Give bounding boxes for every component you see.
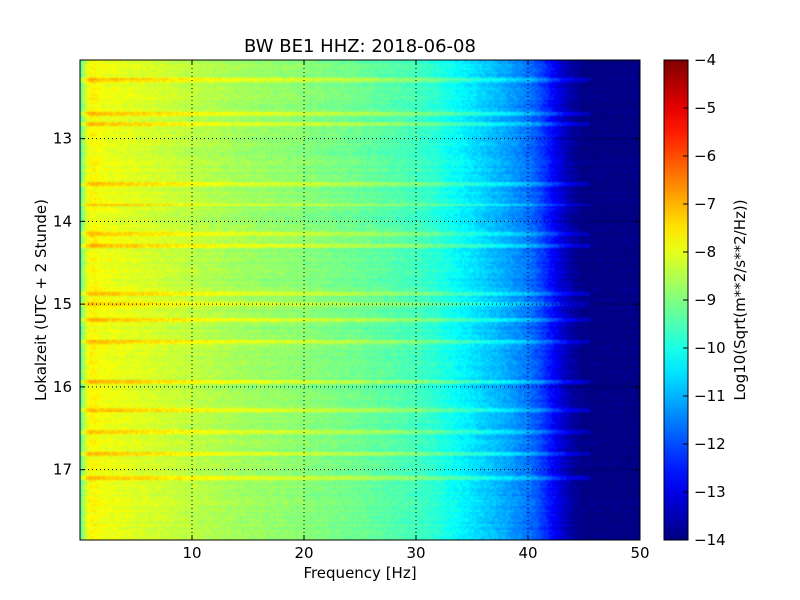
colorbar-tick-label: −10 (694, 339, 726, 357)
x-tick-label: 50 (630, 544, 649, 562)
x-tick-label: 30 (406, 544, 425, 562)
plot-area: 10 20 30 40 50 13 14 15 16 17 (53, 59, 650, 562)
colorbar-tick-label: −6 (694, 147, 716, 165)
y-axis-label: Lokalzeit (UTC + 2 Stunde) (32, 199, 50, 401)
x-axis-label: Frequency [Hz] (303, 564, 416, 582)
colorbar-tick-label: −13 (694, 483, 726, 501)
y-tick-label: 14 (53, 212, 72, 230)
colorbar: −4 −5 −6 −7 −8 −9 −10 −11 −12 −13 −14 Log10(Sqrt(m… (663, 51, 749, 549)
y-tick-label: 16 (53, 378, 72, 396)
x-tick-label: 40 (518, 544, 537, 562)
colorbar-tick-label: −4 (694, 51, 716, 69)
colorbar-tick-label: −14 (694, 531, 726, 549)
colorbar-tick-label: −5 (694, 99, 716, 117)
chart-title: BW BE1 HHZ: 2018-06-08 (244, 36, 476, 57)
y-tick-label: 15 (53, 295, 72, 313)
y-tick-label: 13 (53, 130, 72, 148)
x-tick-label: 20 (294, 544, 313, 562)
y-tick-label: 17 (53, 461, 72, 479)
colorbar-tick-label: −12 (694, 435, 726, 453)
y-axis-ticks: 13 14 15 16 17 (53, 130, 640, 479)
grid-lines (80, 60, 640, 540)
colorbar-tick-label: −7 (694, 195, 716, 213)
plot-frame (79, 59, 641, 541)
colorbar-tick-label: −11 (694, 387, 726, 405)
colorbar-label: Log10(Sqrt(m**2/s**2/Hz)) (731, 199, 749, 400)
colorbar-tick-label: −8 (694, 243, 716, 261)
spectrogram-heatmap (80, 60, 640, 540)
x-axis-ticks: 10 20 30 40 50 (182, 60, 650, 562)
colorbar-tick-label: −9 (694, 291, 716, 309)
colorbar-ticks: −4 −5 −6 −7 −8 −9 −10 −11 −12 −13 −14 (683, 51, 726, 549)
x-tick-label: 10 (182, 544, 201, 562)
